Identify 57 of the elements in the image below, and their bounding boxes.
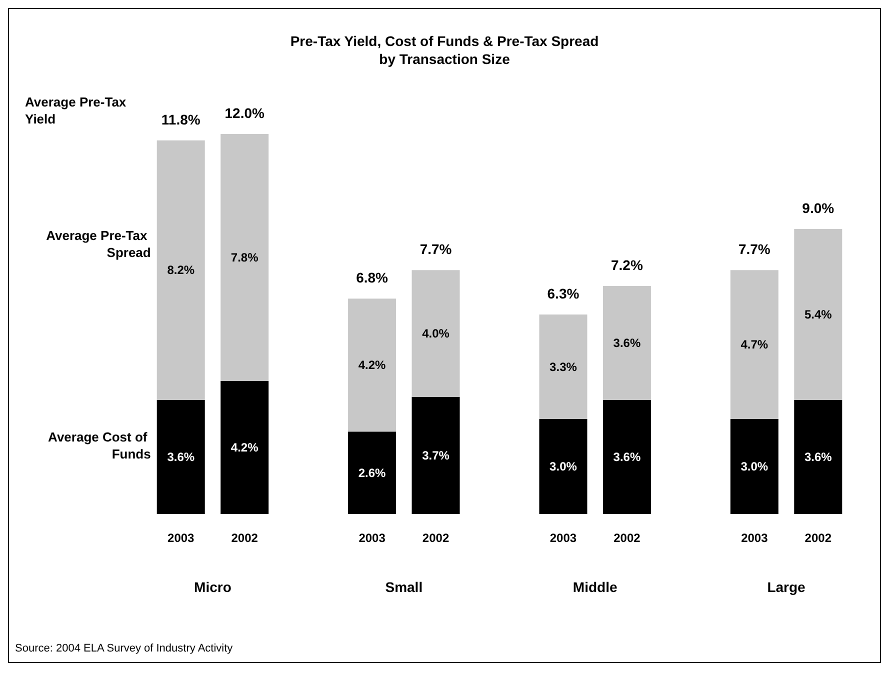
x-tick-label: 2003 [741, 531, 768, 545]
x-tick-label: 2002 [422, 531, 450, 545]
data-label: 3.6% [613, 336, 641, 350]
data-label: 4.2% [358, 358, 386, 372]
bar [412, 396, 460, 514]
text: Average Pre-Tax Yield [25, 94, 130, 126]
data-label: 3.0% [550, 460, 578, 474]
data-label: 3.0% [740, 460, 768, 474]
data-label: 5.4% [804, 308, 832, 322]
data-label: 2.6% [358, 466, 386, 480]
bar [348, 298, 396, 432]
bar [602, 286, 651, 400]
bar [730, 419, 778, 514]
data-label: 7.8% [230, 250, 259, 264]
bar [220, 134, 269, 381]
total-label: 6.8% [356, 270, 389, 286]
data-label: 3.6% [804, 450, 832, 464]
total-label: 9.0% [802, 200, 835, 216]
chart-title: Pre-Tax Yield, Cost of Funds & Pre-Tax Spread by Transaction Size [290, 33, 599, 67]
data-label: 4.7% [740, 338, 768, 352]
bar [156, 400, 205, 514]
bar [412, 270, 460, 397]
data-label: 4.0% [422, 326, 450, 340]
total-label: 7.7% [738, 241, 771, 258]
total-label: 11.8% [161, 111, 201, 128]
bar [156, 140, 205, 400]
text: Micro [194, 579, 232, 595]
x-tick-label: 2002 [614, 531, 641, 545]
x-tick-label: 2003 [358, 531, 386, 545]
bar [539, 419, 588, 514]
text: Large [767, 579, 806, 595]
bar [602, 400, 651, 514]
bar [794, 229, 842, 400]
x-tick-label: 2003 [550, 531, 577, 545]
total-label: 7.7% [420, 241, 452, 258]
text: Middle [572, 579, 618, 595]
total-label: 12.0% [224, 105, 265, 121]
source-note: Source: 2004 ELA Survey of Industry Activity [15, 642, 234, 654]
bar [220, 381, 269, 514]
total-label: 6.3% [547, 286, 580, 302]
series-label: Average Pre-Tax Spread [46, 228, 151, 260]
x-tick-label: 2002 [231, 531, 258, 545]
bar [539, 314, 588, 419]
bar [348, 432, 396, 514]
total-label: 7.2% [610, 257, 644, 273]
data-label: 3.6% [167, 450, 195, 464]
data-label: 3.6% [613, 450, 641, 464]
data-label: 4.2% [230, 440, 259, 454]
bar [794, 400, 842, 514]
series-label: Average Cost of Funds [48, 430, 151, 462]
data-label: 3.7% [422, 448, 450, 462]
x-tick-label: 2003 [168, 531, 195, 545]
data-label: 8.2% [167, 263, 195, 278]
x-tick-label: 2002 [804, 531, 832, 545]
data-label: 3.3% [550, 360, 578, 374]
bar [730, 270, 778, 419]
text: Small [385, 579, 423, 595]
